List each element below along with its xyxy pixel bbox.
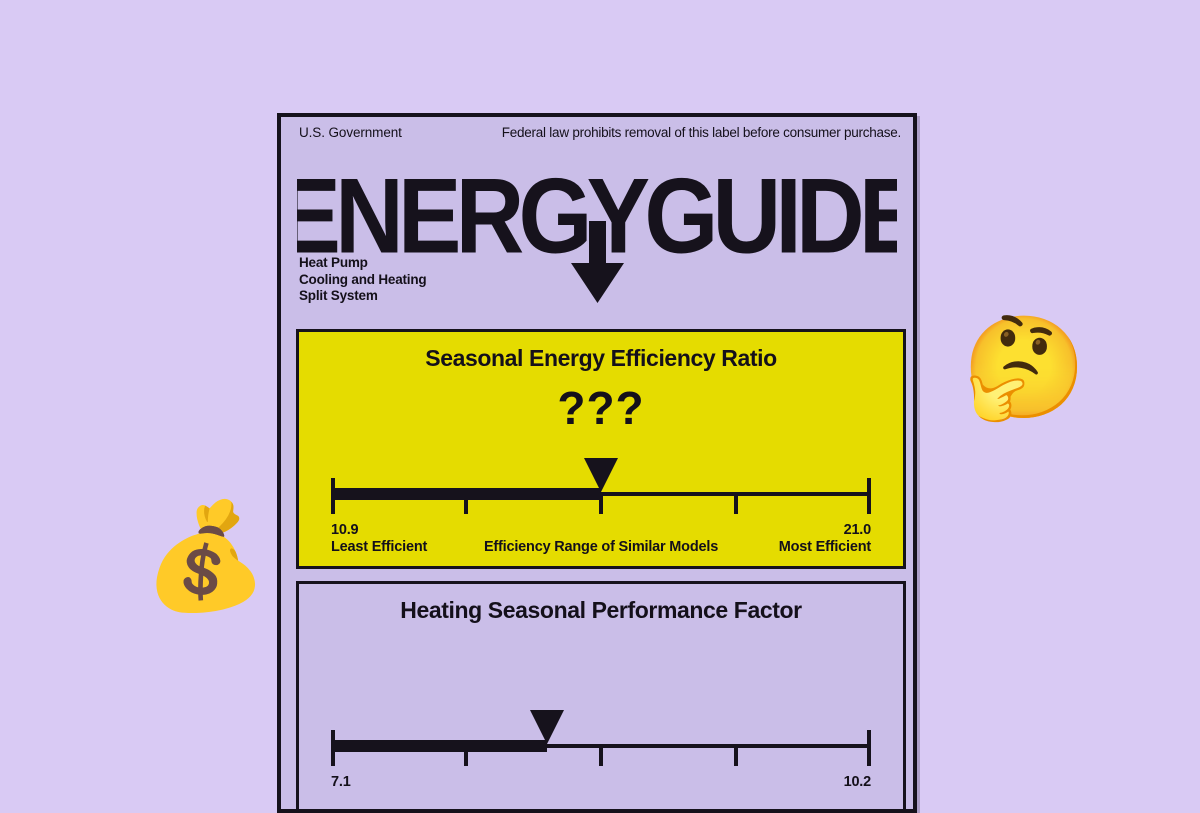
panel-seer-max-value: 21.0 xyxy=(843,522,872,538)
scale-end-cap-right xyxy=(867,478,871,514)
panel-hspf-min-value: 7.1 xyxy=(331,774,351,790)
government-text: U.S. Government xyxy=(299,125,402,140)
appliance-type-line-3: Split System xyxy=(299,288,378,303)
panel-seer-range-caption: Efficiency Range of Similar Models xyxy=(483,539,719,555)
panel-seer-max-text: Most Efficient xyxy=(778,539,871,555)
panel-hspf-min-caption: 7.1 xyxy=(331,774,351,791)
down-arrow-icon xyxy=(571,221,624,303)
panel-seer-min-caption: 10.9 Least Efficient xyxy=(331,522,427,556)
thinking-face-emoji: 🤔 xyxy=(962,312,1087,424)
scale-end-cap-left xyxy=(331,478,335,514)
scale-tick xyxy=(734,494,738,514)
panel-hspf: Heating Seasonal Performance Factor 7.1 … xyxy=(296,581,906,809)
panel-hspf-max-value: 10.2 xyxy=(843,774,872,790)
panel-seer-min-text: Least Efficient xyxy=(331,539,428,555)
panel-seer-value: ??? xyxy=(557,382,645,434)
scale-end-cap-right xyxy=(867,730,871,766)
panel-seer-max-caption: 21.0 Most Efficient xyxy=(779,522,871,556)
panel-hspf-scale xyxy=(331,710,871,772)
scale-fill xyxy=(331,740,547,752)
panel-seer: Seasonal Energy Efficiency Ratio ??? 10.… xyxy=(296,329,906,569)
energyguide-label: U.S. Government Federal law prohibits re… xyxy=(277,113,917,813)
scale-marker xyxy=(530,710,564,744)
appliance-type: Heat Pump Cooling and Heating Split Syst… xyxy=(299,255,427,305)
panel-seer-title: Seasonal Energy Efficiency Ratio xyxy=(425,345,777,371)
federal-notice-text: Federal law prohibits removal of this la… xyxy=(501,125,901,140)
scale-tick xyxy=(464,746,468,766)
panel-hspf-title: Heating Seasonal Performance Factor xyxy=(400,597,802,623)
label-header: U.S. Government Federal law prohibits re… xyxy=(281,125,913,147)
scale-marker xyxy=(584,458,618,492)
scale-tick xyxy=(734,746,738,766)
scale-tick xyxy=(599,494,603,514)
scale-tick xyxy=(599,746,603,766)
energyguide-logo-icon: ENERGYGUIDE xyxy=(297,157,897,303)
panel-seer-min-value: 10.9 xyxy=(331,522,359,538)
panel-hspf-max-caption: 10.2 xyxy=(843,774,872,791)
scale-end-cap-left xyxy=(331,730,335,766)
appliance-type-line-2: Cooling and Heating xyxy=(299,271,427,287)
money-bag-emoji: 💰 xyxy=(132,493,272,623)
appliance-type-line-1: Heat Pump xyxy=(299,255,368,270)
scale-tick xyxy=(464,494,468,514)
panel-seer-scale xyxy=(331,458,871,520)
energyguide-wordmark: ENERGYGUIDE xyxy=(281,151,913,303)
